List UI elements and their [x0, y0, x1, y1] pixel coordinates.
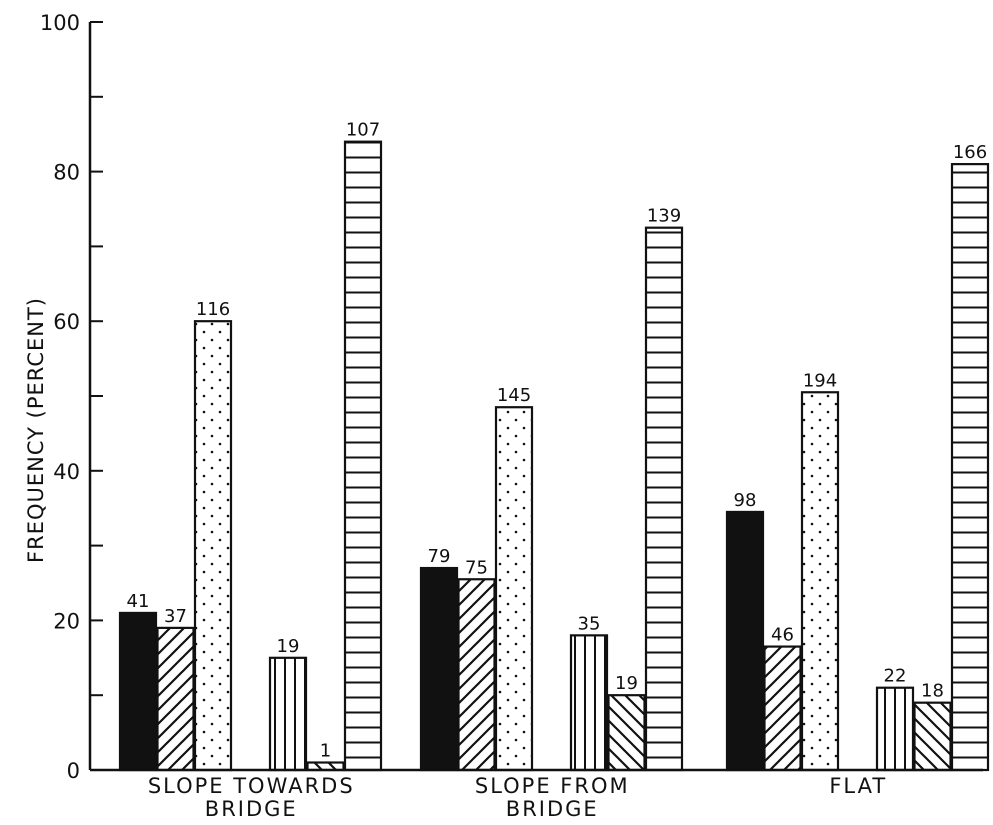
- y-tick-label: 60: [53, 310, 80, 334]
- bar-vertical-lines: [569, 634, 609, 772]
- bar-value-label: 116: [196, 299, 230, 320]
- y-tick-label: 40: [53, 460, 80, 484]
- bar-solid: [118, 611, 158, 772]
- bar-solid: [419, 566, 459, 772]
- bar-dotted: [800, 391, 840, 772]
- bar-diagonal-down: [913, 701, 952, 772]
- bar-dotted: [193, 320, 233, 772]
- bar-value-label: 37: [164, 606, 187, 627]
- bar-solid: [725, 510, 765, 772]
- bar-value-label: 75: [465, 557, 488, 578]
- group-label-line1: SLOPE FROM: [475, 774, 630, 798]
- y-axis-title: FREQUENCY (PERCENT): [24, 297, 48, 563]
- bar-value-label: 18: [921, 681, 944, 702]
- y-tick-label: 0: [67, 759, 80, 783]
- bar-value-label: 22: [884, 666, 907, 687]
- bar-value-label: 79: [428, 546, 451, 567]
- bar-value-label: 139: [647, 206, 681, 227]
- bar-value-label: 166: [953, 142, 987, 163]
- bar-horizontal-lines: [950, 163, 990, 772]
- bar-value-label: 98: [734, 490, 757, 511]
- bar-vertical-lines: [875, 686, 915, 772]
- bar-vertical-lines: [268, 656, 308, 772]
- group-label-line2: BRIDGE: [205, 797, 298, 821]
- data-labels: 41 37 116 19 1 107 79 75 145 35 19 139 98 46 194 22 18 16…: [127, 120, 988, 762]
- group-label-line1: FLAT: [829, 774, 887, 798]
- bar-dotted: [494, 406, 534, 772]
- group-label-line2: BRIDGE: [506, 797, 599, 821]
- bars: [118, 140, 990, 772]
- bar-value-label: 107: [346, 120, 380, 141]
- bar-value-label: 194: [803, 370, 837, 391]
- group-label-line1: SLOPE TOWARDS: [148, 774, 355, 798]
- bar-diagonal-up: [763, 645, 802, 772]
- bar-value-label: 35: [578, 613, 601, 634]
- y-tick-label: 20: [53, 609, 80, 633]
- bar-value-label: 19: [615, 673, 638, 694]
- bar-horizontal-lines: [644, 226, 684, 772]
- bar-value-label: 145: [497, 385, 531, 406]
- bar-diagonal-up: [156, 626, 195, 772]
- bar-diagonal-down: [607, 694, 646, 772]
- bar-horizontal-lines: [343, 140, 383, 772]
- bar-value-label: 1: [320, 741, 331, 762]
- y-tick-label: 80: [53, 161, 80, 185]
- y-tick-label: 100: [40, 11, 80, 35]
- bar-value-label: 41: [127, 591, 150, 612]
- y-axis: 0 20 40 60 80 100: [40, 11, 103, 783]
- bar-diagonal-up: [457, 578, 496, 772]
- bar-value-label: 19: [277, 636, 300, 657]
- bar-value-label: 46: [771, 625, 794, 646]
